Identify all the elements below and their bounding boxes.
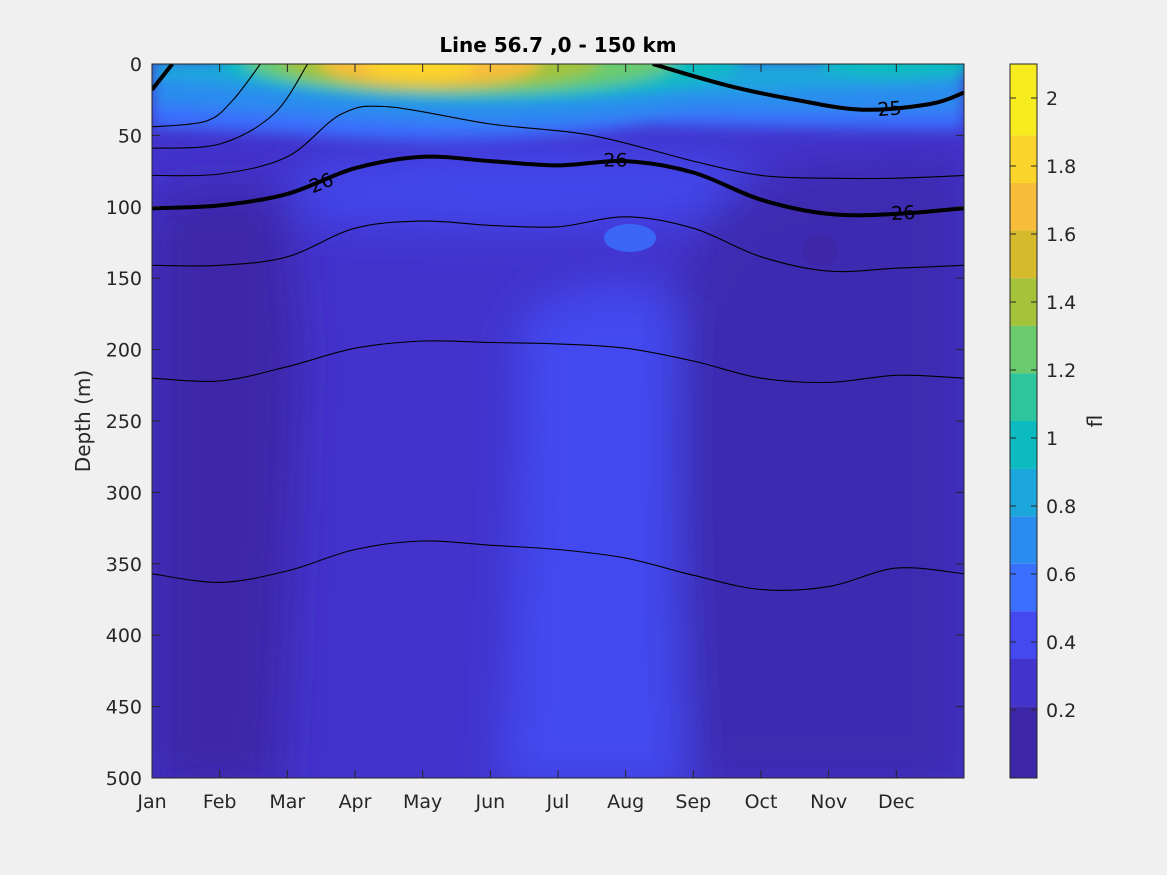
colorbar-level: [1010, 421, 1037, 469]
density-contour-heavy: [652, 64, 964, 112]
density-contour: [152, 64, 309, 149]
colorbar-level: [1010, 468, 1037, 517]
colorbar-level: [1010, 373, 1037, 421]
x-tick-label: Nov: [810, 791, 847, 813]
contour-label: 26: [890, 202, 915, 225]
shallow-blue-band: [300, 153, 760, 225]
y-axis: 0 50 100 150 200 250 300 350 400 450 500: [106, 54, 964, 790]
x-tick-label: Jul: [546, 791, 570, 813]
colorbar: 0.2 0.4 0.6 0.8 1 1.2 1.4 1.6 1.8 2: [1009, 63, 1076, 779]
y-tick-label: 0: [130, 54, 142, 76]
colorbar-tick-label: 1.4: [1046, 292, 1076, 314]
y-tick-label: 100: [106, 197, 142, 219]
november-minimum-patch: [802, 234, 838, 266]
colorbar-level: [1010, 183, 1037, 231]
x-tick-label: Sep: [675, 791, 711, 813]
colorbar-level: [1010, 135, 1037, 183]
colorbar-tick-label: 0.4: [1046, 632, 1076, 654]
colorbar-tick-label: 2: [1046, 88, 1058, 110]
autumn-surface-patch: [820, 64, 964, 78]
colorbar-tick-label: 1.8: [1046, 156, 1076, 178]
x-tick-label: May: [403, 791, 442, 813]
colorbar-level: [1010, 64, 1037, 136]
colorbar-label: fl: [1083, 415, 1107, 428]
density-contour: [152, 216, 964, 273]
x-tick-label: Mar: [269, 791, 305, 813]
density-contour-heavy: [152, 64, 174, 91]
y-tick-label: 450: [106, 697, 142, 719]
y-tick-label: 300: [106, 482, 142, 504]
y-tick-label: 50: [118, 125, 142, 147]
x-tick-label: Dec: [878, 791, 915, 813]
density-contour: [152, 105, 964, 180]
chart-title: Line 56.7 ,0 - 150 km: [439, 33, 676, 57]
contour-label: 26: [603, 150, 627, 172]
colorbar-tick-label: 0.8: [1046, 496, 1076, 518]
colorbar-level: [1010, 325, 1037, 374]
colorbar-tick-label: 0.6: [1046, 564, 1076, 586]
y-axis-label: Depth (m): [71, 370, 95, 472]
colorbar-tick-label: 1.6: [1046, 224, 1076, 246]
x-tick-label: Jun: [474, 791, 505, 813]
y-tick-label: 400: [106, 625, 142, 647]
autumn-minimum-region: [665, 158, 964, 778]
colorbar-level: [1010, 659, 1037, 707]
summer-patch: [604, 224, 656, 252]
density-contour: [152, 540, 964, 591]
colorbar-level: [1010, 230, 1037, 279]
colorbar-level: [1010, 563, 1037, 612]
y-tick-label: 500: [106, 768, 142, 790]
y-tick-label: 350: [106, 554, 142, 576]
density-contours: [152, 64, 964, 591]
contour-label: 25: [877, 97, 903, 121]
density-contour: [152, 340, 964, 384]
y-tick-label: 250: [106, 411, 142, 433]
colorbar-tick-label: 1.2: [1046, 360, 1076, 382]
colorbar-tick-label: 0.2: [1046, 700, 1076, 722]
x-axis: Jan Feb Mar Apr May Jun Jul Aug Sep Oct Nov Dec: [136, 64, 915, 813]
bloom-core: [365, 64, 475, 80]
colorbar-level: [1010, 706, 1037, 778]
density-contour: [152, 64, 261, 128]
x-tick-label: Oct: [745, 791, 778, 813]
y-tick-label: 150: [106, 268, 142, 290]
summer-deep-band: [500, 284, 690, 778]
colorbar-frame: [1009, 63, 1038, 779]
y-tick-label: 200: [106, 340, 142, 362]
winter-minimum-region: [152, 188, 300, 778]
x-tick-label: Apr: [339, 791, 372, 813]
x-tick-label: Aug: [607, 791, 644, 813]
density-contour-heavy: [152, 154, 964, 218]
x-tick-label: Feb: [203, 791, 237, 813]
colorbar-level: [1010, 516, 1037, 564]
colorbar-level: [1010, 611, 1037, 659]
x-tick-label: Jan: [136, 791, 166, 813]
colorbar-tick-label: 1: [1046, 428, 1058, 450]
deep-field-shading: [152, 153, 964, 778]
